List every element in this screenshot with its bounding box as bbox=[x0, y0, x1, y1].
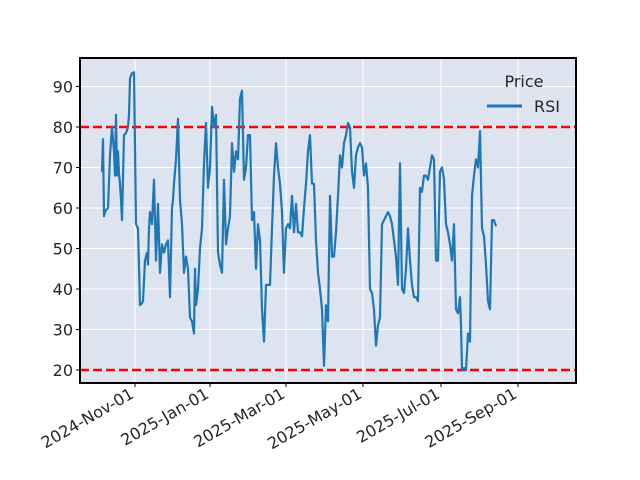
y-tick-label: 40 bbox=[53, 280, 73, 299]
y-tick-label: 60 bbox=[53, 199, 73, 218]
x-axis-ticks: 2024-Nov-012025-Jan-012025-Mar-012025-Ma… bbox=[38, 383, 520, 453]
rsi-series bbox=[100, 71, 498, 372]
y-axis-ticks: 20 30 40 50 60 70 80 90 bbox=[53, 78, 80, 380]
y-tick-label: 50 bbox=[53, 240, 73, 259]
y-tick-label: 80 bbox=[53, 118, 73, 137]
y-tick-label: 70 bbox=[53, 159, 73, 178]
legend-label-rsi: RSI bbox=[534, 97, 560, 116]
y-tick-label: 20 bbox=[53, 361, 73, 380]
legend: Price RSI bbox=[487, 72, 560, 116]
y-tick-label: 30 bbox=[53, 321, 73, 340]
rsi-line bbox=[100, 71, 498, 372]
plot-frame bbox=[79, 57, 577, 384]
legend-title: Price bbox=[504, 72, 543, 91]
y-tick-label: 90 bbox=[53, 78, 73, 97]
threshold-lines bbox=[80, 125, 576, 372]
